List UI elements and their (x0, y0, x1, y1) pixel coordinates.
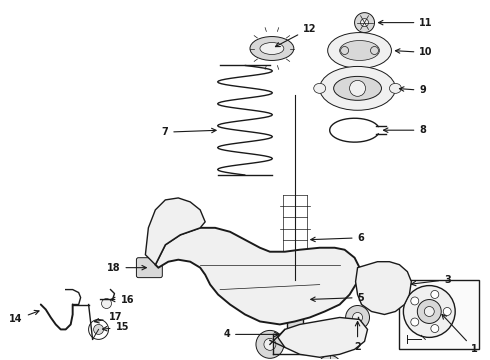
Circle shape (370, 46, 378, 54)
Text: 14: 14 (9, 310, 39, 324)
Circle shape (241, 256, 269, 284)
Text: 5: 5 (311, 293, 364, 302)
Text: 6: 6 (311, 233, 364, 243)
Circle shape (375, 279, 392, 294)
Circle shape (366, 269, 401, 305)
Circle shape (411, 318, 419, 326)
Text: 15: 15 (102, 323, 129, 332)
Circle shape (256, 330, 284, 358)
Ellipse shape (260, 42, 284, 54)
Circle shape (431, 325, 439, 333)
Circle shape (316, 258, 343, 285)
Polygon shape (155, 228, 360, 324)
Text: 3: 3 (412, 275, 451, 286)
Circle shape (345, 306, 369, 329)
Polygon shape (356, 262, 412, 315)
Circle shape (353, 312, 363, 323)
Text: 11: 11 (378, 18, 433, 28)
Circle shape (248, 263, 262, 276)
Circle shape (313, 345, 321, 353)
Circle shape (349, 80, 366, 96)
Text: 18: 18 (107, 263, 147, 273)
Circle shape (167, 217, 177, 227)
Text: 2: 2 (354, 321, 361, 352)
Circle shape (269, 345, 277, 353)
Circle shape (89, 319, 108, 339)
Circle shape (323, 265, 337, 279)
Circle shape (355, 13, 374, 32)
Polygon shape (146, 198, 205, 265)
Circle shape (101, 298, 112, 309)
Circle shape (201, 251, 229, 279)
Bar (287, 315, 303, 334)
Text: 13: 13 (0, 359, 1, 360)
Text: 17: 17 (95, 312, 122, 323)
Text: 7: 7 (162, 127, 216, 137)
Circle shape (411, 297, 419, 305)
Circle shape (443, 307, 451, 315)
Circle shape (94, 324, 103, 334)
Circle shape (313, 336, 321, 343)
Ellipse shape (340, 41, 379, 60)
Circle shape (291, 266, 318, 293)
Text: 10: 10 (395, 48, 433, 58)
Text: 1: 1 (442, 314, 478, 354)
Text: 4: 4 (223, 329, 279, 339)
Circle shape (431, 291, 439, 298)
Ellipse shape (390, 84, 401, 93)
Circle shape (424, 306, 434, 316)
Text: 9: 9 (399, 85, 426, 95)
Circle shape (264, 338, 276, 350)
Ellipse shape (334, 76, 382, 100)
Circle shape (318, 355, 342, 360)
Circle shape (269, 336, 277, 343)
Circle shape (341, 46, 348, 54)
Bar (399, 280, 479, 349)
Text: 8: 8 (384, 125, 426, 135)
Ellipse shape (319, 67, 395, 110)
Polygon shape (278, 318, 368, 357)
Text: 12: 12 (275, 24, 317, 47)
Circle shape (403, 285, 455, 337)
Circle shape (208, 258, 222, 272)
Circle shape (361, 19, 368, 27)
Circle shape (160, 210, 184, 234)
Ellipse shape (314, 84, 326, 93)
FancyBboxPatch shape (136, 258, 162, 278)
Ellipse shape (328, 32, 392, 68)
Circle shape (417, 300, 441, 323)
Circle shape (298, 273, 312, 287)
Text: 16: 16 (111, 294, 134, 305)
Ellipse shape (250, 37, 294, 60)
